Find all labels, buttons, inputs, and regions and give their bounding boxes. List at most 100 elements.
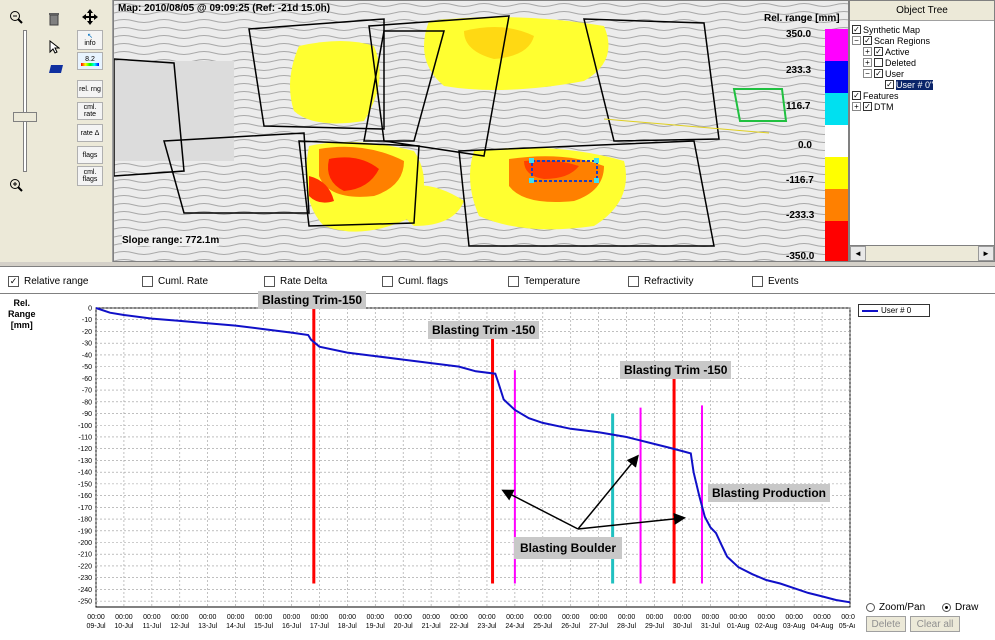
- tree-checkbox[interactable]: ✓: [852, 91, 861, 100]
- x-tick-time: 00:00: [366, 614, 384, 621]
- shape-icon[interactable]: [44, 58, 68, 80]
- tree-item[interactable]: + Deleted: [850, 57, 994, 68]
- tree-item[interactable]: ✓ Synthetic Map: [850, 24, 994, 35]
- y-tick-label: -150: [78, 481, 92, 488]
- tree-checkbox[interactable]: ✓: [885, 80, 894, 89]
- range-chart[interactable]: 0 -10 -20 -30 -40 -50 -60 -70 -80 -90 -100 -110 -120…: [0, 291, 855, 640]
- checkbox-icon[interactable]: [752, 276, 763, 287]
- option-label: Relative range: [24, 276, 89, 287]
- option-events[interactable]: Events: [752, 276, 799, 287]
- draw-radio[interactable]: Draw: [942, 602, 978, 613]
- boulder-arrow: [501, 489, 579, 530]
- x-tick-time: 00:00: [506, 614, 524, 621]
- x-tick-date: 01-Aug: [727, 623, 750, 630]
- x-tick-time: 00:00: [562, 614, 580, 621]
- pan-icon[interactable]: [78, 6, 102, 28]
- x-tick-time: 00:00: [394, 614, 412, 621]
- y-tick-label: -30: [82, 341, 92, 348]
- checkbox-icon[interactable]: ✓: [8, 276, 19, 287]
- tree-item[interactable]: ✓ Features: [850, 90, 994, 101]
- tree-checkbox[interactable]: [874, 58, 883, 67]
- x-tick-time: 00:00: [311, 614, 329, 621]
- zoom-in-icon[interactable]: [4, 174, 28, 196]
- tree-item[interactable]: ✓ User # 0": [850, 79, 994, 90]
- y-tick-label: -200: [78, 540, 92, 547]
- tree-checkbox[interactable]: ✓: [863, 36, 872, 45]
- x-tick-date: 09-Jul: [86, 623, 106, 630]
- y-tick-label: -140: [78, 470, 92, 477]
- collapse-icon[interactable]: −: [863, 69, 872, 78]
- tree-item-label: Active: [885, 46, 910, 57]
- option-refractivity[interactable]: Refractivity: [628, 276, 693, 287]
- collapse-icon[interactable]: −: [852, 36, 861, 45]
- rate-delta-button[interactable]: rate Δ: [77, 124, 103, 142]
- zoom-pan-radio[interactable]: Zoom/Pan: [866, 602, 925, 613]
- option-cuml-rate[interactable]: Cuml. Rate: [142, 276, 208, 287]
- expand-icon[interactable]: +: [852, 102, 861, 111]
- tree-checkbox[interactable]: ✓: [852, 25, 861, 34]
- y-tick-label: -190: [78, 528, 92, 535]
- zoom-out-icon[interactable]: [4, 6, 28, 28]
- x-tick-time: 00:00: [618, 614, 636, 621]
- checkbox-icon[interactable]: [508, 276, 519, 287]
- x-tick-date: 27-Jul: [589, 623, 609, 630]
- zoom-pan-label: Zoom/Pan: [879, 602, 926, 613]
- flags-label: flags: [82, 151, 98, 159]
- tree-item[interactable]: − ✓ Scan Regions: [850, 35, 994, 46]
- y-tick-label: -80: [82, 399, 92, 406]
- tree-item[interactable]: + ✓ DTM: [850, 101, 994, 112]
- checkbox-icon[interactable]: [142, 276, 153, 287]
- flags-button[interactable]: flags: [77, 146, 103, 164]
- zoom-slider-thumb[interactable]: [13, 112, 37, 122]
- option-temperature[interactable]: Temperature: [508, 276, 580, 287]
- rate-delta-label: rate Δ: [80, 129, 100, 137]
- x-tick-date: 14-Jul: [226, 623, 246, 630]
- x-tick-date: 21-Jul: [422, 623, 442, 630]
- pointer-icon[interactable]: [42, 36, 66, 58]
- option-cuml-flags[interactable]: Cuml. flags: [382, 276, 448, 287]
- tree-item-label: User: [885, 68, 905, 79]
- zoom-slider-track[interactable]: [23, 30, 27, 172]
- tree-checkbox[interactable]: ✓: [874, 69, 883, 78]
- tree-item-label: DTM: [874, 101, 894, 112]
- map-view[interactable]: Map: 2010/08/05 @ 09:09:25 (Ref: -21d 15…: [113, 0, 849, 262]
- tree-scrollbar[interactable]: ◄ ►: [850, 245, 994, 261]
- rel-rng-button[interactable]: rel. rng: [77, 80, 103, 98]
- expand-icon[interactable]: +: [863, 58, 872, 67]
- value-button[interactable]: 8.2: [77, 52, 103, 70]
- option-label: Temperature: [524, 276, 581, 287]
- checkbox-icon[interactable]: [264, 276, 275, 287]
- option-label: Cuml. Rate: [158, 276, 209, 287]
- tree-checkbox[interactable]: ✓: [874, 47, 883, 56]
- tree-item[interactable]: − ✓ User: [850, 68, 994, 79]
- scale-value: 233.3: [786, 65, 812, 76]
- option-relative-range[interactable]: ✓ Relative range: [8, 276, 88, 287]
- map-canvas: [114, 1, 848, 261]
- x-tick-date: 04-Aug: [811, 623, 834, 630]
- object-tree-header: Object Tree: [850, 1, 994, 21]
- delete-button[interactable]: Delete: [866, 616, 906, 632]
- checkbox-icon[interactable]: [382, 276, 393, 287]
- x-tick-date: 05-Aug: [839, 623, 855, 630]
- cml-flags-button[interactable]: cml. flags: [77, 166, 103, 186]
- chart-legend: User # 0: [858, 304, 930, 317]
- option-rate-delta[interactable]: Rate Delta: [264, 276, 327, 287]
- x-tick-time: 00:00: [841, 614, 855, 621]
- expand-icon[interactable]: +: [863, 47, 872, 56]
- x-tick-time: 00:00: [283, 614, 301, 621]
- scale-value: 116.7: [786, 101, 811, 112]
- scroll-right-icon[interactable]: ►: [978, 246, 994, 261]
- tree-item[interactable]: + ✓ Active: [850, 46, 994, 57]
- cml-flags-label: cml. flags: [82, 169, 98, 183]
- tree-checkbox[interactable]: ✓: [863, 102, 872, 111]
- tree-item-label: Synthetic Map: [863, 24, 921, 35]
- x-tick-date: 22-Jul: [449, 623, 469, 630]
- clear-all-button[interactable]: Clear all: [910, 616, 960, 632]
- trash-icon[interactable]: [42, 8, 66, 30]
- annotation-trim-3: Blasting Trim -150: [620, 361, 732, 379]
- scroll-left-icon[interactable]: ◄: [850, 246, 866, 261]
- info-button[interactable]: ↖ info: [77, 30, 103, 50]
- cml-rate-button[interactable]: cml. rate: [77, 102, 103, 120]
- y-tick-label: -160: [78, 493, 92, 500]
- checkbox-icon[interactable]: [628, 276, 639, 287]
